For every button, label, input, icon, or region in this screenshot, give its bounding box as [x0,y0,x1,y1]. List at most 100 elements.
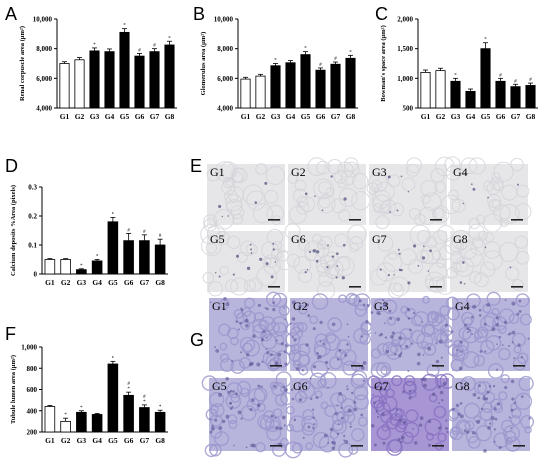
nucleus-dot [407,309,411,312]
tissue-texture [455,419,471,435]
nucleus-dot [307,425,311,429]
tissue-texture [418,206,437,225]
significance-mark: * [454,73,457,78]
tissue-texture [285,405,295,415]
tissue-texture [471,236,484,249]
nucleus-dot [298,398,303,402]
tissue-texture [382,299,398,315]
tissue-texture [269,381,279,390]
bar-g1 [44,259,56,275]
nucleus-dot [277,352,282,357]
tissue-texture [516,184,530,198]
tissue-texture [474,330,483,340]
tissue-texture [256,265,277,287]
significance-mark: # [127,382,130,387]
micrograph-label: G7 [372,232,387,246]
nucleus-dot [291,397,295,401]
nucleus-dot [492,384,496,388]
tissue-texture [222,177,234,189]
micrograph-label: G4 [455,299,470,313]
significance-mark: * [80,264,83,269]
tissue-texture [315,160,330,175]
nucleus-dot [215,348,220,353]
tissue-texture [267,321,280,335]
calcium-deposit-dot [342,243,346,247]
tissue-texture [327,317,343,332]
tissue-texture [468,217,480,230]
micrograph-e-g4: G4 [441,156,532,233]
tissue-texture [404,307,417,320]
calcium-deposit-dot [400,268,403,272]
y-tick-label: 0.1 [28,242,37,250]
nucleus-dot [251,398,255,403]
x-tick-label: G8 [526,112,536,121]
nucleus-dot [227,390,231,395]
nucleus-dot [338,348,342,352]
nucleus-dot [504,386,508,390]
nucleus-dot [344,439,349,444]
micrograph-label: G2 [293,299,308,313]
tissue-texture [461,311,475,326]
nucleus-dot [420,377,424,381]
nucleus-dot [460,350,463,353]
tissue-texture [353,293,371,311]
nucleus-dot [407,317,411,320]
tissue-texture [200,224,221,245]
panel-letter-e: E [190,156,202,176]
calcium-deposit-dot [484,246,487,249]
tissue-texture [205,242,218,254]
nucleus-dot [400,352,403,355]
nucleus-dot [501,344,504,346]
nucleus-dot [459,340,463,344]
bar-g4 [104,51,115,109]
x-tick-label: G4 [286,112,296,121]
nucleus-dot [315,396,319,399]
nucleus-dot [478,314,482,317]
tissue-texture [464,420,475,431]
nucleus-dot [384,322,386,325]
nucleus-dot [488,385,492,388]
calcium-deposit-dot [398,252,401,255]
micrograph-label: G5 [210,232,225,246]
tissue-texture [347,224,367,245]
micrograph-g-g2: G2 [285,292,374,378]
nucleus-dot [353,407,358,412]
nucleus-dot [283,424,286,427]
x-tick-label: G7 [511,112,521,121]
calcium-deposit-dot [327,244,329,247]
tissue-texture [297,378,311,392]
nucleus-dot [459,402,463,405]
significance-mark: * [127,387,130,392]
bar-g1 [420,72,431,109]
chart-b: 4,000 6,000 8,000 10,000 Glomerulus area (μm… [200,16,358,121]
significance-mark: # [153,44,156,49]
nucleus-dot [252,443,256,448]
nucleus-dot [493,440,496,443]
tissue-texture [338,187,358,207]
tissue-texture [351,370,368,387]
nucleus-dot [463,323,468,327]
y-tick-label: 1,000 [21,344,37,352]
nucleus-dot [419,416,424,420]
nucleus-dot [312,365,317,369]
tissue-texture [370,268,388,286]
tissue-texture [287,173,298,184]
bar-g6 [134,55,145,109]
calcium-deposit-dot [335,276,338,279]
nucleus-dot [346,343,349,346]
nucleus-dot [312,426,315,430]
nucleus-dot [336,404,339,407]
nucleus-dot [388,309,392,313]
scale-bar [349,219,361,221]
y-tick-label: 1,500 [397,45,413,53]
tissue-texture [385,416,399,430]
tissue-texture [426,310,440,324]
calcium-deposit-dot [221,215,224,218]
nucleus-dot [528,417,531,420]
x-tick-label: G2 [75,112,85,121]
tissue-texture [505,436,521,452]
calcium-deposit-dot [472,187,476,191]
nucleus-dot [409,329,412,332]
bar-g6 [315,69,326,109]
tissue-texture [455,260,469,273]
